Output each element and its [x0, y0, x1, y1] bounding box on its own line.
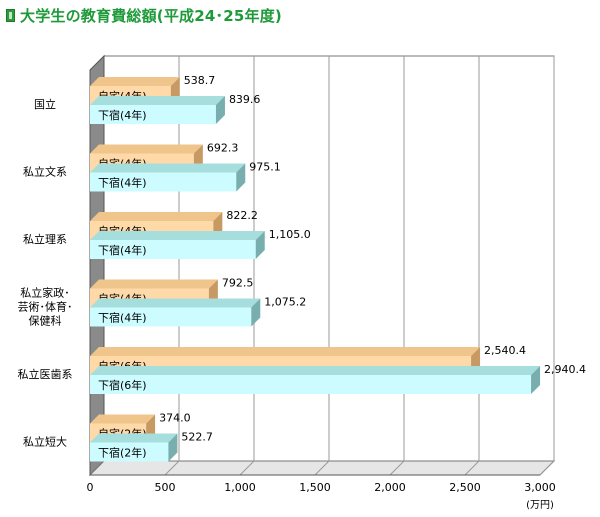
bar-away [90, 307, 252, 327]
gridline-floor [464, 460, 480, 476]
bar-away-top [90, 231, 265, 240]
chart-title: 大学生の教育費総額(平成24･25年度) [20, 6, 282, 25]
title-bullet-icon [6, 8, 15, 22]
bar-away-top [90, 96, 225, 105]
category-label: 芸術･体育･ [18, 300, 73, 314]
bar-away-label: 下宿(4年) [98, 243, 147, 257]
bar-away [90, 375, 532, 394]
bar-home-top [90, 414, 156, 424]
gridline-floor [314, 460, 330, 476]
bar-away-value: 2,940.4 [544, 363, 586, 376]
bar-away-top [90, 163, 246, 173]
bar-home-top [90, 347, 481, 356]
bar-home-value: 792.5 [222, 277, 254, 290]
bar-away-end [215, 96, 225, 124]
category-label: 国立 [34, 97, 56, 111]
bar-home-top [90, 212, 223, 221]
x-tick-label: 500 [155, 481, 176, 494]
gridline-floor [164, 460, 180, 476]
bar-home-value: 2,540.4 [484, 344, 526, 357]
bar-away-value: 839.6 [229, 93, 261, 106]
x-tick-label: 3,000 [524, 481, 556, 494]
bar-away-value: 522.7 [181, 431, 213, 444]
x-tick-label: 2,500 [449, 481, 481, 494]
bar-away-label: 下宿(4年) [98, 108, 147, 122]
bar-away-label: 下宿(4年) [98, 311, 147, 325]
bar-home-value: 538.7 [184, 74, 216, 87]
bar-away-end [251, 298, 261, 327]
category-label: 保健科 [29, 314, 62, 328]
bar-home-top [90, 77, 180, 86]
gridline-floor [239, 460, 255, 476]
bar-home-top [90, 279, 218, 289]
bar-home-value: 692.3 [207, 142, 239, 155]
bar-away-value: 975.1 [249, 161, 281, 174]
x-tick-label: 2,000 [374, 481, 406, 494]
bar-away-end [236, 163, 246, 192]
x-unit-label: (万円) [526, 500, 554, 511]
bar-away-label: 下宿(6年) [98, 378, 147, 392]
x-tick-label: 1,500 [299, 481, 331, 494]
bar-away-label: 下宿(2年) [98, 446, 147, 460]
bar-away-value: 1,105.0 [269, 228, 311, 241]
chart-title-wrap: 大学生の教育費総額(平成24･25年度) [6, 4, 282, 26]
bar-away-label: 下宿(4年) [98, 176, 147, 190]
bar-away-top [90, 298, 261, 308]
bar-away [90, 172, 237, 192]
bar-away-end [531, 366, 541, 394]
bar-away-value: 1,075.2 [264, 296, 306, 309]
category-label: 私立医歯系 [18, 367, 73, 381]
x-tick-label: 0 [87, 481, 94, 494]
bar-away [90, 442, 169, 462]
bar-home-value: 822.2 [226, 209, 258, 222]
category-label: 私立理系 [23, 232, 67, 246]
bar-away-end [255, 231, 265, 259]
bar-home-value: 374.0 [159, 412, 191, 425]
category-label: 私立家政･ [20, 286, 70, 300]
bar-home-top [90, 144, 203, 154]
category-label: 私立文系 [23, 165, 67, 179]
x-tick-label: 1,000 [224, 481, 256, 494]
gridline-floor [389, 460, 405, 476]
category-label: 私立短大 [23, 435, 67, 449]
bar-away [90, 105, 216, 124]
gridline-floor [539, 460, 555, 476]
bar-away [90, 240, 256, 259]
bar-away-top [90, 366, 541, 375]
bar-away-top [90, 433, 178, 443]
bar-away-end [168, 433, 178, 462]
